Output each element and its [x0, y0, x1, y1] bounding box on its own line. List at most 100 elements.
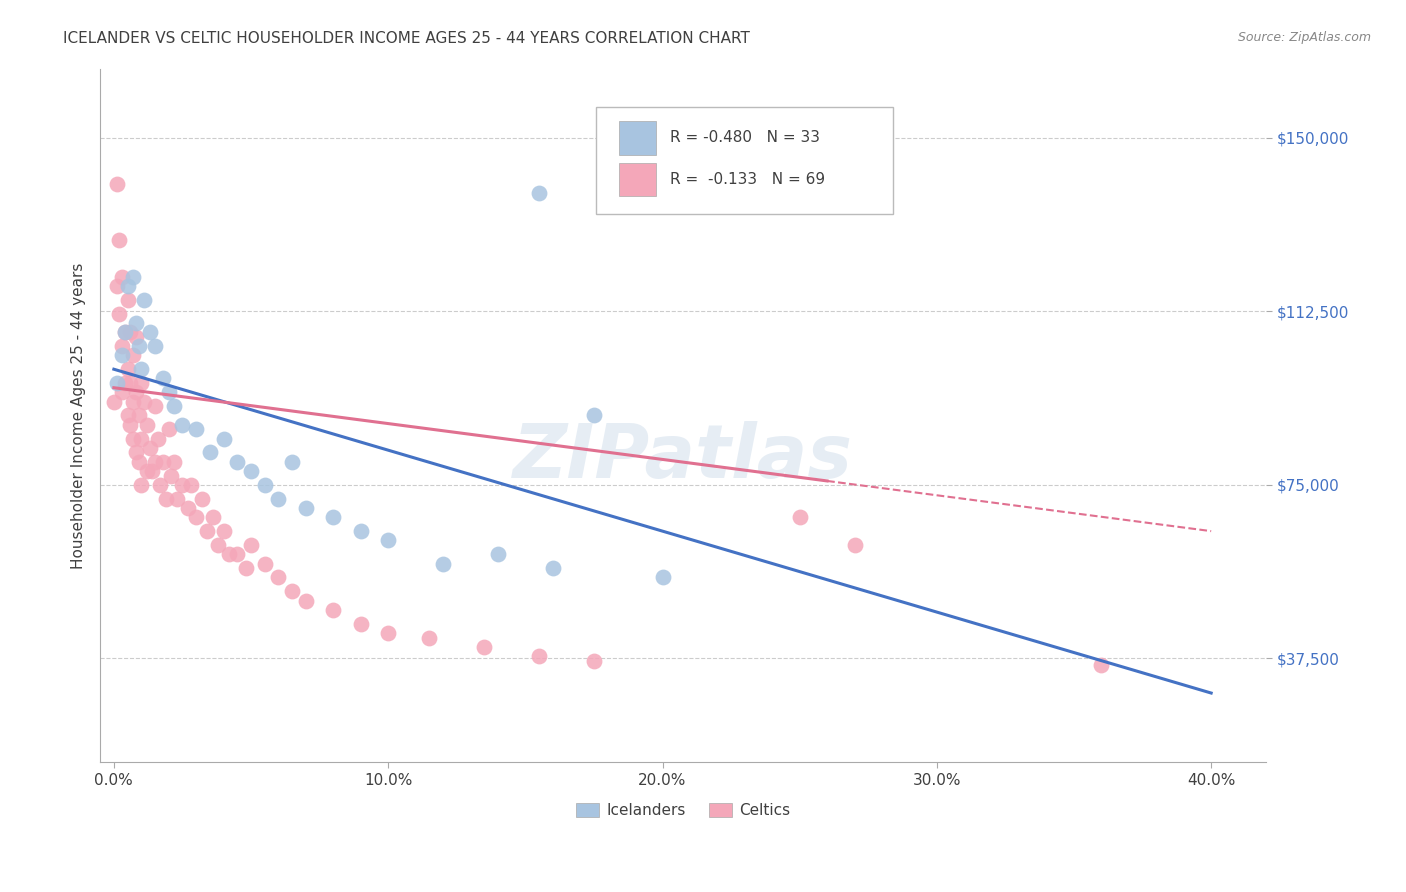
Legend: Icelanders, Celtics: Icelanders, Celtics	[569, 797, 796, 824]
Point	[122, 432, 145, 446]
Point	[163, 455, 186, 469]
Point	[177, 501, 200, 516]
Point	[105, 376, 128, 390]
Point	[186, 422, 208, 436]
Point	[432, 557, 454, 571]
Point	[322, 603, 344, 617]
Point	[138, 441, 160, 455]
Point	[212, 432, 235, 446]
FancyBboxPatch shape	[596, 107, 893, 214]
Point	[651, 570, 673, 584]
Point	[240, 464, 263, 478]
Point	[418, 631, 440, 645]
Point	[157, 385, 180, 400]
Point	[103, 394, 125, 409]
Text: ZIPatlas: ZIPatlas	[513, 421, 853, 493]
Point	[111, 385, 134, 400]
Point	[190, 491, 212, 506]
Point	[157, 422, 180, 436]
Text: R =  -0.133   N = 69: R = -0.133 N = 69	[671, 172, 825, 187]
Point	[152, 371, 174, 385]
Point	[186, 510, 208, 524]
Point	[105, 177, 128, 191]
Point	[111, 348, 134, 362]
Point	[122, 269, 145, 284]
Point	[129, 478, 152, 492]
Point	[160, 468, 183, 483]
Point	[125, 316, 148, 330]
Point	[129, 432, 152, 446]
Point	[486, 547, 509, 561]
Point	[527, 186, 550, 201]
Point	[108, 307, 131, 321]
Point	[267, 491, 290, 506]
Point	[138, 325, 160, 339]
Point	[240, 538, 263, 552]
Point	[122, 394, 145, 409]
Point	[135, 417, 157, 432]
Point	[114, 376, 136, 390]
Point	[377, 533, 399, 548]
Point	[1090, 658, 1112, 673]
Point	[198, 445, 221, 459]
Point	[322, 510, 344, 524]
Point	[267, 570, 290, 584]
Point	[143, 399, 166, 413]
Point	[105, 279, 128, 293]
Point	[141, 464, 163, 478]
Point	[135, 464, 157, 478]
Point	[117, 409, 139, 423]
Point	[527, 648, 550, 663]
Point	[218, 547, 240, 561]
FancyBboxPatch shape	[619, 163, 657, 196]
Point	[235, 561, 257, 575]
Point	[281, 455, 304, 469]
Point	[350, 524, 373, 538]
Point	[132, 394, 155, 409]
Point	[295, 593, 318, 607]
Point	[226, 455, 249, 469]
Point	[132, 293, 155, 307]
Point	[789, 510, 811, 524]
Point	[120, 376, 142, 390]
Point	[253, 557, 276, 571]
Point	[472, 640, 495, 654]
Point	[253, 478, 276, 492]
Point	[195, 524, 218, 538]
Point	[122, 348, 145, 362]
Point	[155, 491, 177, 506]
Point	[212, 524, 235, 538]
Point	[108, 233, 131, 247]
Point	[582, 654, 605, 668]
Point	[146, 432, 169, 446]
Point	[180, 478, 202, 492]
Point	[172, 478, 194, 492]
Point	[111, 269, 134, 284]
Point	[172, 417, 194, 432]
Point	[125, 445, 148, 459]
Point	[117, 293, 139, 307]
Point	[125, 385, 148, 400]
Point	[125, 330, 148, 344]
Point	[377, 626, 399, 640]
Point	[166, 491, 188, 506]
Text: ICELANDER VS CELTIC HOUSEHOLDER INCOME AGES 25 - 44 YEARS CORRELATION CHART: ICELANDER VS CELTIC HOUSEHOLDER INCOME A…	[63, 31, 751, 46]
Point	[163, 399, 186, 413]
Point	[120, 325, 142, 339]
Point	[143, 455, 166, 469]
Point	[117, 362, 139, 376]
Point	[149, 478, 172, 492]
FancyBboxPatch shape	[619, 121, 657, 154]
Point	[295, 501, 318, 516]
Point	[350, 616, 373, 631]
Text: Source: ZipAtlas.com: Source: ZipAtlas.com	[1237, 31, 1371, 45]
Point	[128, 339, 150, 353]
Point	[226, 547, 249, 561]
Point	[541, 561, 564, 575]
Point	[128, 409, 150, 423]
Point	[114, 325, 136, 339]
Point	[120, 417, 142, 432]
Y-axis label: Householder Income Ages 25 - 44 years: Householder Income Ages 25 - 44 years	[72, 262, 86, 569]
Point	[582, 409, 605, 423]
Point	[207, 538, 229, 552]
